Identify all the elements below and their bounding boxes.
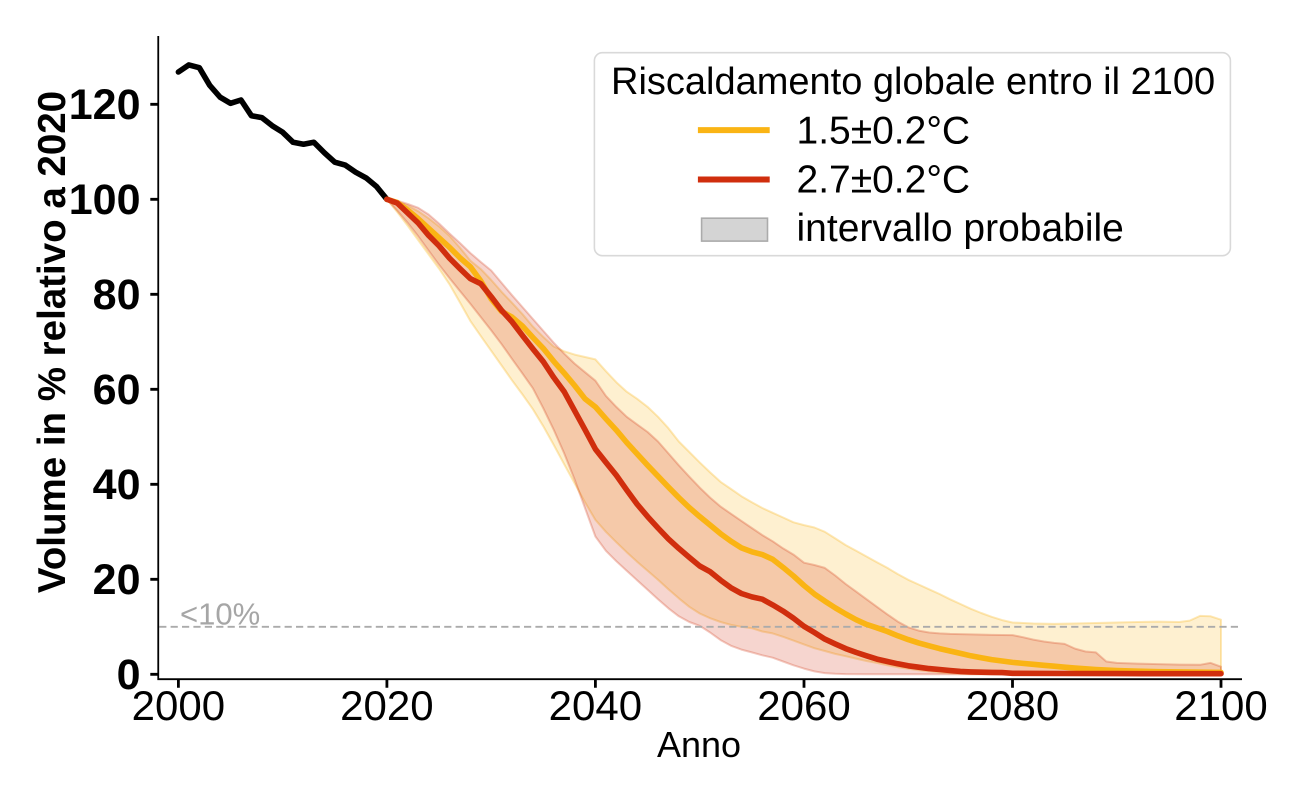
svg-text:2060: 2060 [757,682,850,729]
svg-text:2080: 2080 [966,682,1059,729]
svg-text:<10%: <10% [180,597,260,632]
svg-text:2020: 2020 [340,682,433,729]
svg-text:80: 80 [93,271,141,319]
svg-text:intervallo probabile: intervallo probabile [797,207,1124,250]
svg-text:120: 120 [69,81,141,129]
svg-text:2.7±0.2°C: 2.7±0.2°C [797,158,971,201]
svg-text:40: 40 [93,461,141,509]
svg-text:Anno: Anno [657,724,741,765]
svg-text:2040: 2040 [549,682,642,729]
svg-text:Riscaldamento globale entro il: Riscaldamento globale entro il 2100 [611,61,1215,103]
svg-text:2000: 2000 [132,682,225,729]
svg-text:20: 20 [93,556,141,604]
svg-text:2100: 2100 [1174,682,1267,729]
svg-text:Volume in % relativo a 2020: Volume in % relativo a 2020 [31,91,74,593]
svg-text:60: 60 [93,366,141,414]
svg-text:0: 0 [117,651,141,699]
svg-text:1.5±0.2°C: 1.5±0.2°C [797,110,971,153]
svg-text:100: 100 [69,176,141,224]
